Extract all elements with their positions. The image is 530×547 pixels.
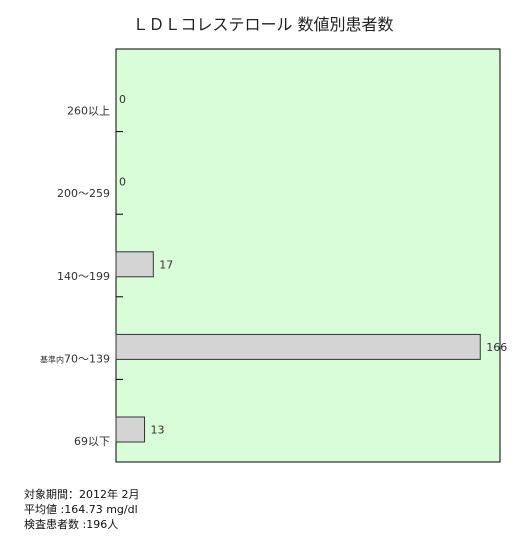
bars [115, 251, 481, 443]
value-label: 17 [159, 258, 173, 271]
chart-notes: 対象期間：2012年 2月 平均値 :164.73 mg/dl 検査患者数 :1… [24, 487, 140, 532]
patients-note: 検査患者数 :196人 [24, 518, 119, 531]
value-labels: 0 0 17 166 13 [119, 93, 507, 436]
average-note: 平均値 :164.73 mg/dl [24, 503, 138, 516]
bar [115, 251, 154, 278]
value-label: 166 [486, 341, 507, 354]
category-label: 69以下 [74, 435, 110, 448]
category-label: 260以上 [67, 105, 110, 118]
value-label: 13 [151, 424, 165, 437]
bar [115, 416, 146, 443]
bar [115, 333, 481, 360]
period-note: 対象期間：2012年 2月 [24, 488, 140, 501]
value-label: 0 [119, 176, 126, 189]
category-labels: 260以上 200～259 140～199 基準内70～139 69以下 [40, 105, 110, 448]
category-label: 基準内70～139 [40, 352, 110, 365]
axis-ticks [116, 131, 123, 380]
ldl-chart: ＬＤＬコレステロール 数値別患者数 260以上 200～259 140～199 基準内… [40, 15, 507, 463]
chart-title: ＬＤＬコレステロール 数値別患者数 [132, 15, 393, 34]
plot-area [115, 48, 501, 463]
category-label: 140～199 [57, 270, 110, 283]
value-label: 0 [119, 93, 126, 106]
category-label: 200～259 [57, 187, 110, 200]
